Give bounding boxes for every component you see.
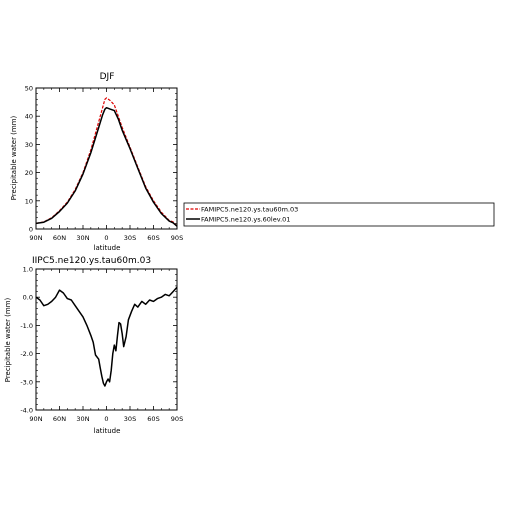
panel-bottom: IIPC5.ne120.ys.tau60m.03 90N 60N 30N 0 30S 60… — [4, 256, 183, 435]
panel-bottom-ytick-label: 1.0 — [23, 266, 33, 274]
legend-label-tau60m: FAMIPC5.ne120.ys.tau60m.03 — [201, 206, 298, 214]
panel-bottom-ytick-label: -2.0 — [20, 350, 33, 358]
panel-top-ytick-label: 10 — [25, 197, 33, 205]
panel-top-xtick-label: 90N — [29, 234, 42, 242]
panel-bottom-xtick-label: 0 — [104, 415, 108, 423]
panel-top-ytick-label: 20 — [25, 169, 33, 177]
panel-top-xtick-label: 30S — [124, 234, 136, 242]
panel-top-title: DJF — [100, 72, 115, 82]
panel-bottom-ylabel: Precipitable water (mm) — [4, 297, 12, 382]
panel-bottom-series — [35, 286, 178, 387]
panel-top-xtick-label: 60S — [147, 234, 159, 242]
panel-bottom-ytick-label: -1.0 — [20, 322, 33, 330]
panel-top-series — [35, 97, 178, 227]
panel-top-frame — [35, 87, 178, 230]
panel-top-ticks: 90N 60N 30N 0 30S 60S 90S 0 10 20 30 40 50 — [25, 85, 183, 243]
legend: FAMIPC5.ne120.ys.tau60m.03 FAMIPC5.ne120… — [183, 202, 495, 227]
panel-bottom-xtick-label: 60S — [147, 415, 159, 423]
panel-top-ylabel: Precipitable water (mm) — [10, 115, 18, 200]
panel-top-series-line-1 — [35, 106, 178, 227]
panel-bottom-ytick-label: -4.0 — [20, 407, 33, 415]
panel-bottom-series-line-0 — [35, 286, 178, 387]
panel-top-xtick-label: 90S — [171, 234, 183, 242]
panel-bottom-frame — [35, 268, 178, 411]
panel-bottom-ytick-label: 0.0 — [23, 294, 33, 302]
panel-top-xtick-label: 30N — [76, 234, 89, 242]
panel-top-xlabel: latitude — [94, 244, 121, 252]
panel-top-ytick-label: 0 — [29, 226, 33, 234]
panel-bottom-xlabel: latitude — [94, 427, 121, 435]
legend-box — [183, 202, 495, 227]
panel-top-xtick-label: 0 — [104, 234, 108, 242]
panel-top-ytick-label: 50 — [25, 85, 33, 93]
panel-bottom-ticks: 90N 60N 30N 0 30S 60S 90S -4.0 -3.0 -2.0 -1.0 0.0 1.… — [20, 266, 183, 424]
panel-bottom-xtick-label: 30S — [124, 415, 136, 423]
panel-bottom-xtick-label: 60N — [53, 415, 66, 423]
panel-top-ytick-label: 30 — [25, 141, 33, 149]
panel-top: DJF 90N 60N 30N 0 30S 60S 90S 0 10 20 30 40 50 latit… — [10, 72, 183, 252]
panel-bottom-ytick-label: -3.0 — [20, 378, 33, 386]
panel-bottom-xtick-label: 90N — [29, 415, 42, 423]
panel-top-xtick-label: 60N — [53, 234, 66, 242]
panel-bottom-xtick-label: 90S — [171, 415, 183, 423]
legend-label-60lev: FAMIPC5.ne120.ys.60lev.01 — [201, 216, 290, 224]
panel-top-ytick-label: 40 — [25, 113, 33, 121]
panel-bottom-xtick-label: 30N — [76, 415, 89, 423]
panel-bottom-title: IIPC5.ne120.ys.tau60m.03 — [32, 256, 151, 266]
panel-top-series-line-0 — [35, 97, 178, 227]
